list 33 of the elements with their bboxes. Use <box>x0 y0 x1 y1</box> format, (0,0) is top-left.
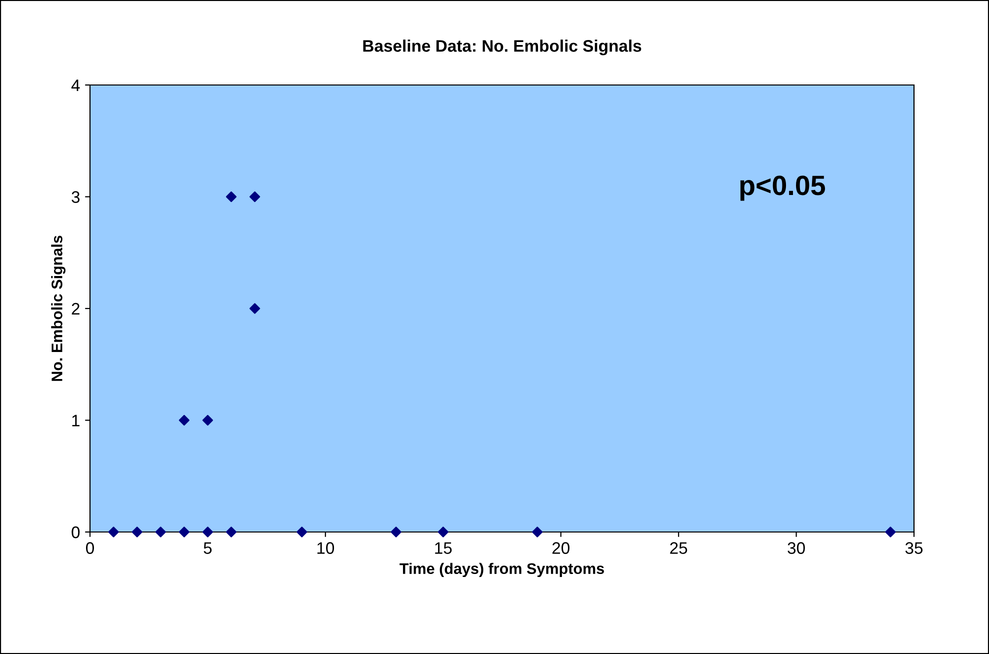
x-tick-label: 15 <box>435 542 452 554</box>
point <box>885 526 896 538</box>
x-tick-label: 0 <box>86 542 94 554</box>
point <box>178 414 190 426</box>
y-tick-label: 2 <box>72 302 80 315</box>
x-tick-label: 10 <box>317 542 334 554</box>
x-tick-label: 30 <box>788 542 805 554</box>
point <box>250 191 260 202</box>
point <box>390 526 402 538</box>
x-tick-label: 20 <box>552 542 570 554</box>
point <box>226 526 237 538</box>
chart-title: Baseline Data: No. Embolic Signals <box>363 40 642 56</box>
point <box>296 526 308 538</box>
point <box>108 526 119 538</box>
y-axis-title: No. Embolic Signals <box>51 236 66 381</box>
point <box>132 526 142 538</box>
point <box>155 526 166 538</box>
point <box>532 526 543 538</box>
y-tick-label: 0 <box>72 526 80 538</box>
point <box>226 191 237 202</box>
point <box>202 526 214 538</box>
point <box>178 526 190 538</box>
x-tick-label: 5 <box>204 542 212 554</box>
y-tick-label: 1 <box>72 414 80 426</box>
x-tick-label: 35 <box>905 542 923 554</box>
point <box>438 526 448 538</box>
point <box>202 414 214 426</box>
x-axis-title: Time (days) from Symptoms <box>400 562 604 578</box>
y-tick-label: 3 <box>72 191 80 203</box>
point <box>250 303 260 314</box>
annotation: p<0.05 <box>740 176 826 201</box>
y-tick-label: 4 <box>71 80 80 92</box>
x-tick-label: 25 <box>670 542 688 554</box>
